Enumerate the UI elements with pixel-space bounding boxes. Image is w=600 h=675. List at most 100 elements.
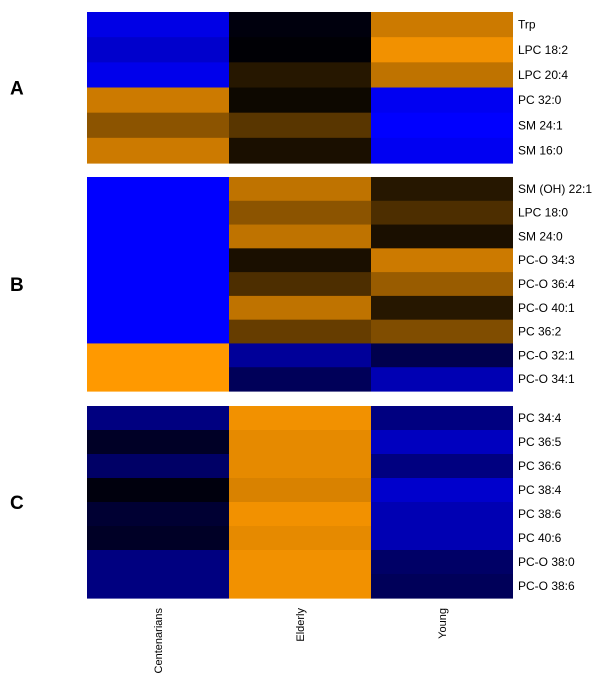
row-label: SM 24:0	[518, 229, 563, 243]
heatmap-cell	[229, 319, 371, 345]
heatmap-cell	[371, 319, 513, 345]
row-label: LPC 20:4	[518, 68, 568, 82]
heatmap-cell	[229, 454, 371, 479]
heatmap-cell	[87, 502, 229, 527]
heatmap-cell	[87, 406, 229, 431]
heatmap-cell	[229, 272, 371, 297]
heatmap-cell	[229, 248, 371, 273]
heatmap-cell	[229, 12, 371, 38]
heatmap-cell	[371, 574, 513, 599]
heatmap-cell	[371, 62, 513, 89]
heatmap-cell	[87, 478, 229, 503]
column-label: Centenarians	[153, 608, 165, 674]
row-label: PC 32:0	[518, 93, 562, 107]
heatmap-cell	[87, 137, 229, 164]
row-label: SM 16:0	[518, 143, 563, 157]
heatmap-cell	[87, 87, 229, 114]
heatmap-cell	[229, 112, 371, 139]
heatmap-cell	[371, 454, 513, 479]
heatmap-cell	[371, 224, 513, 249]
heatmap-cell	[87, 295, 229, 321]
heatmap-cell	[87, 37, 229, 63]
heatmap-cell	[371, 177, 513, 202]
heatmap-cell	[229, 478, 371, 503]
column-label: Elderly	[295, 608, 307, 642]
row-label: PC 36:2	[518, 325, 562, 339]
row-label: PC-O 40:1	[518, 301, 575, 315]
heatmap-cell	[371, 87, 513, 114]
heatmap-cell	[87, 319, 229, 345]
heatmap-cell	[371, 502, 513, 527]
heatmap-cell	[371, 343, 513, 368]
heatmap-cell	[371, 137, 513, 164]
row-label: PC-O 34:1	[518, 372, 575, 386]
heatmap-cell	[229, 574, 371, 599]
heatmap-cell	[87, 367, 229, 392]
heatmap-cell	[229, 367, 371, 392]
heatmap-cell	[87, 272, 229, 297]
heatmap-cell	[229, 295, 371, 321]
row-label: PC 40:6	[518, 531, 562, 545]
heatmap-cell	[87, 343, 229, 368]
heatmap-cell	[371, 430, 513, 455]
heatmap-cell	[229, 62, 371, 89]
panel-label: C	[10, 493, 24, 514]
row-label: PC-O 34:3	[518, 253, 575, 267]
panel-label: B	[10, 275, 24, 296]
heatmap-cell	[87, 200, 229, 226]
heatmap-cell	[229, 550, 371, 575]
heatmap-cell	[87, 12, 229, 38]
row-label: PC 38:4	[518, 483, 562, 497]
heatmap-cell	[229, 343, 371, 368]
heatmap-cell	[87, 430, 229, 455]
row-label: SM 24:1	[518, 118, 563, 132]
heatmap-cell	[229, 526, 371, 551]
heatmap-cell	[371, 37, 513, 63]
heatmap-cell	[87, 526, 229, 551]
row-label: PC 36:6	[518, 459, 562, 473]
column-labels: Centenarians Elderly Young	[153, 608, 449, 674]
heatmap-cell	[87, 177, 229, 202]
column-label: Young	[437, 608, 449, 639]
panel-label: A	[10, 79, 24, 100]
heatmap-cell	[87, 62, 229, 89]
row-label: PC-O 32:1	[518, 348, 575, 362]
panel-labels: A B C	[10, 79, 24, 515]
row-labels: Trp LPC 18:2 LPC 20:4 PC 32:0 SM 24:1 SM 16:0…	[518, 18, 592, 593]
row-label: SM (OH) 22:1	[518, 182, 592, 196]
heatmap-cell	[371, 12, 513, 38]
heatmap-cell	[371, 295, 513, 321]
heatmap-cell	[87, 454, 229, 479]
row-label: PC-O 36:4	[518, 277, 575, 291]
heatmap-cell	[229, 406, 371, 431]
heatmap-cell	[371, 478, 513, 503]
heatmap-cell	[87, 224, 229, 249]
heatmap-cell	[371, 248, 513, 273]
heatmap-cell	[229, 177, 371, 202]
row-label: PC-O 38:6	[518, 579, 575, 593]
row-label: PC-O 38:0	[518, 555, 575, 569]
heatmap-cell	[87, 550, 229, 575]
heatmap-cell	[371, 112, 513, 139]
heatmap-cell	[229, 502, 371, 527]
row-label: PC 34:4	[518, 411, 562, 425]
heatmap-cell	[371, 406, 513, 431]
heatmap-cell	[229, 224, 371, 249]
row-label: LPC 18:0	[518, 206, 568, 220]
heatmap-cell	[371, 367, 513, 392]
heatmap-cell	[229, 87, 371, 114]
row-label: Trp	[518, 18, 536, 32]
heatmap-cell	[371, 526, 513, 551]
heatmap-cell	[229, 430, 371, 455]
heatmap-cell	[371, 550, 513, 575]
heatmap-cell	[229, 200, 371, 226]
row-label: PC 38:6	[518, 507, 562, 521]
row-label: LPC 18:2	[518, 43, 568, 57]
heatmap-cell	[87, 248, 229, 273]
heatmap-cell	[87, 112, 229, 139]
heatmap-cell	[229, 137, 371, 164]
heatmap-cell	[87, 574, 229, 599]
heatmap-cell	[371, 200, 513, 226]
heatmap-cell	[229, 37, 371, 63]
